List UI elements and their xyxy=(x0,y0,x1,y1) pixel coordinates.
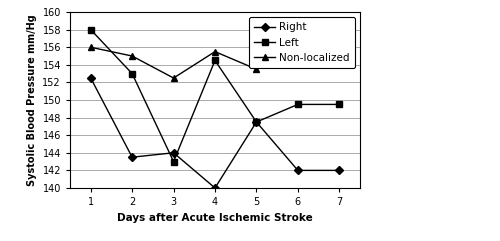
Non-localized xyxy=(88,46,94,49)
Line: Non-localized: Non-localized xyxy=(87,31,343,81)
Left xyxy=(254,120,260,123)
Right xyxy=(88,77,94,80)
Left xyxy=(129,72,135,75)
Legend: Right, Left, Non-localized: Right, Left, Non-localized xyxy=(249,17,355,68)
Non-localized xyxy=(170,77,176,80)
Right xyxy=(254,120,260,123)
X-axis label: Days after Acute Ischemic Stroke: Days after Acute Ischemic Stroke xyxy=(117,213,313,222)
Y-axis label: Systolic Blood Pressure mm/Hg: Systolic Blood Pressure mm/Hg xyxy=(27,14,37,186)
Left xyxy=(336,103,342,106)
Right xyxy=(295,169,301,172)
Left xyxy=(170,160,176,163)
Right xyxy=(336,169,342,172)
Right xyxy=(129,156,135,159)
Non-localized xyxy=(129,55,135,58)
Non-localized xyxy=(295,46,301,49)
Line: Left: Left xyxy=(88,27,342,164)
Line: Right: Right xyxy=(88,75,342,191)
Left xyxy=(295,103,301,106)
Non-localized xyxy=(212,50,218,53)
Non-localized xyxy=(336,33,342,35)
Right xyxy=(170,151,176,154)
Left xyxy=(212,59,218,62)
Right xyxy=(212,187,218,189)
Non-localized xyxy=(254,68,260,71)
Left xyxy=(88,28,94,31)
